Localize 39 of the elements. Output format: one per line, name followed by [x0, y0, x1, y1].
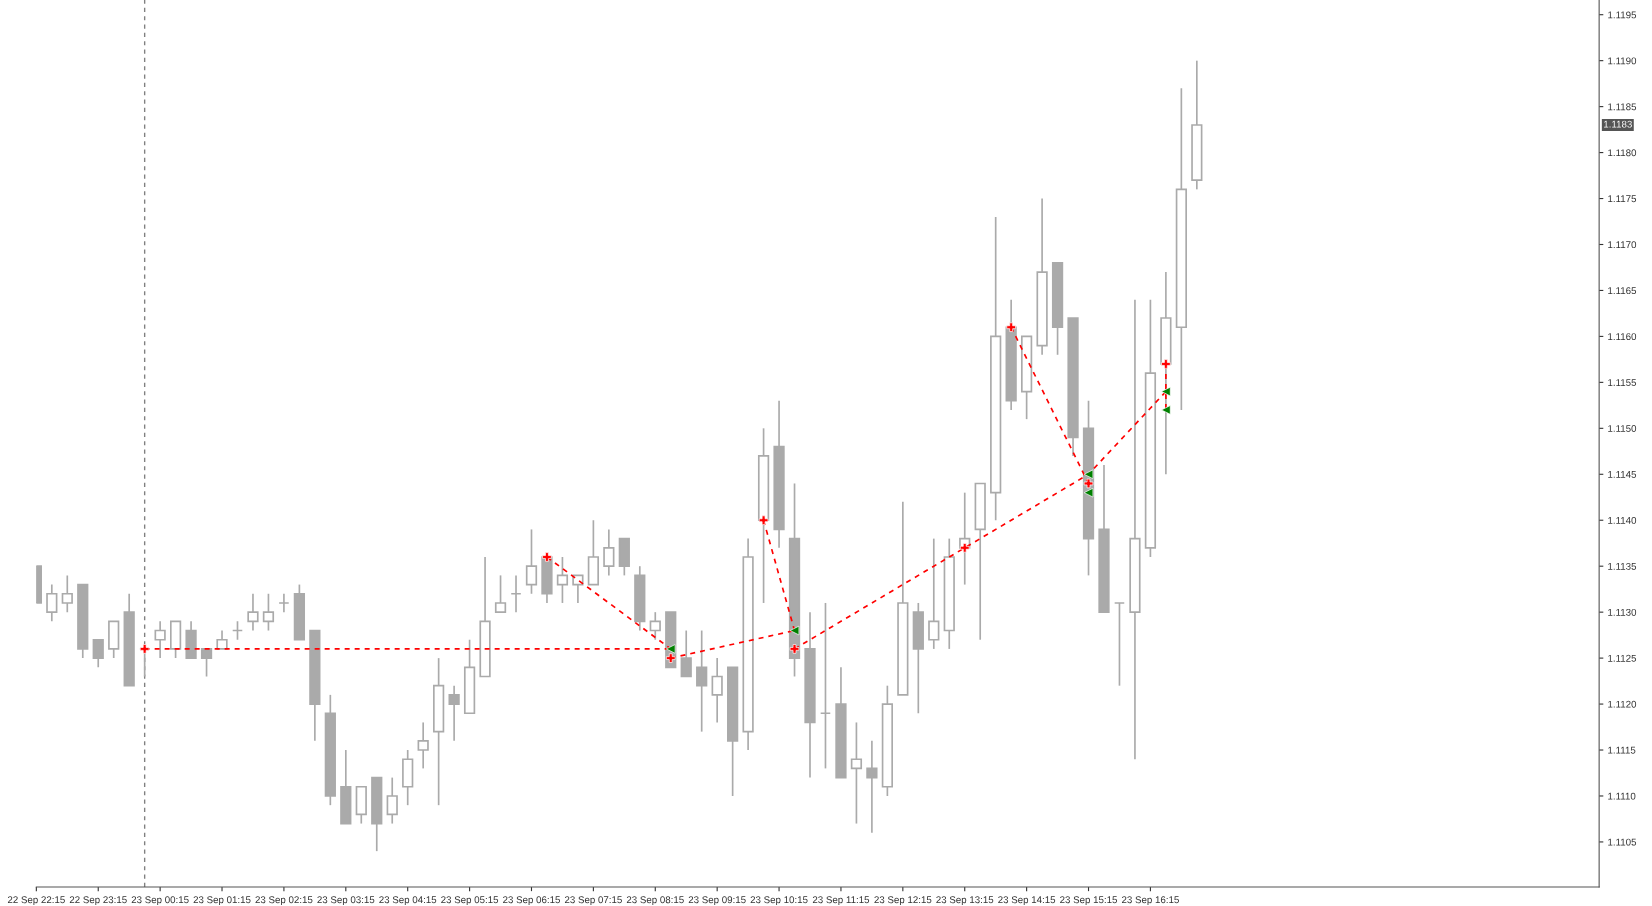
y-tick-label: 1.1140 [1608, 516, 1637, 524]
y-tick-label: 1.1195 [1608, 11, 1637, 19]
y-tick-label: 1.1175 [1608, 195, 1637, 203]
x-tick-label: 23 Sep 15:15 [1060, 896, 1118, 906]
y-tick-label: 1.1155 [1608, 379, 1637, 386]
y-tick-label: 1.1165 [1608, 287, 1637, 295]
x-tick-label: 23 Sep 07:15 [564, 896, 622, 906]
y-tick-label: 1.1110 [1608, 792, 1636, 800]
annotation: 1.1183 [1604, 120, 1632, 128]
x-tick-label: 23 Sep 10:15 [750, 896, 808, 906]
y-tick-label: 1.1125 [1608, 654, 1637, 662]
x-tick-label: 23 Sep 11:15 [812, 896, 870, 906]
y-tick-label: 1.1145 [1608, 471, 1637, 478]
x-tick-label: 23 Sep 05:15 [441, 896, 499, 906]
y-tick-label: 1.1190 [1608, 57, 1637, 65]
x-tick-label: 23 Sep 00:15 [131, 896, 189, 906]
x-tick-label: 23 Sep 02:15 [255, 896, 313, 906]
x-tick-label: 23 Sep 09:15 [688, 896, 746, 906]
y-tick-label: 1.1120 [1608, 700, 1637, 708]
x-tick-label: 22 Sep 23:15 [69, 896, 127, 906]
x-tick-label: 22 Sep 22:15 [7, 896, 65, 906]
y-tick-label: 1.1130 [1608, 608, 1637, 616]
x-tick-label: 23 Sep 16:15 [1121, 896, 1179, 906]
x-tick-label: 23 Sep 14:15 [998, 896, 1056, 906]
y-tick-label: 1.1160 [1608, 333, 1637, 341]
y-tick-label: 1.1185 [1608, 103, 1637, 111]
x-tick-label: 23 Sep 01:15 [193, 896, 251, 906]
x-tick-label: 23 Sep 12:15 [874, 896, 932, 906]
y-tick-label: 1.1115 [1608, 746, 1636, 754]
x-tick-label: 23 Sep 03:15 [317, 896, 375, 906]
y-tick-label: 1.1135 [1608, 562, 1637, 570]
x-tick-label: 23 Sep 13:15 [936, 896, 994, 906]
x-tick-label: 23 Sep 04:15 [379, 896, 437, 906]
y-tick-label: 1.1170 [1608, 241, 1637, 249]
y-tick-label: 1.1105 [1608, 838, 1637, 846]
y-tick-label: 1.1180 [1608, 149, 1637, 157]
x-tick-label: 23 Sep 08:15 [626, 896, 684, 906]
x-tick-label: 23 Sep 06:15 [503, 896, 560, 906]
y-tick-label: 1.1150 [1608, 425, 1637, 432]
